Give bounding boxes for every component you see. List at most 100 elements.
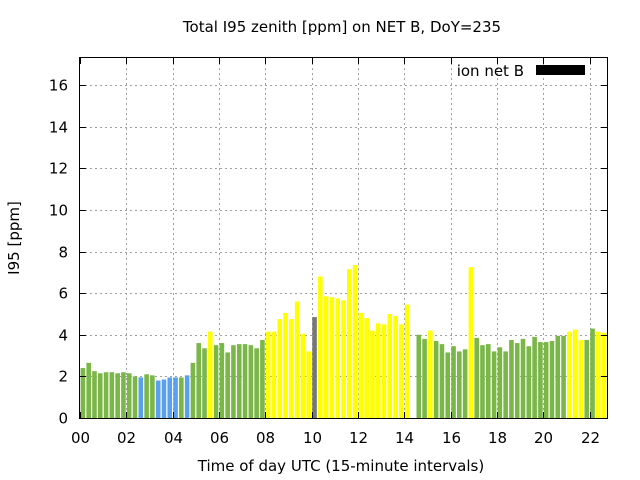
x-tick-label: 10 — [303, 429, 322, 447]
bar — [572, 329, 578, 418]
bar — [596, 331, 601, 418]
bar — [393, 316, 398, 418]
bar — [329, 297, 335, 418]
bar — [399, 324, 404, 418]
bar — [306, 351, 312, 418]
bar — [318, 276, 323, 418]
legend-label: ion net B — [457, 62, 524, 80]
bar — [468, 267, 474, 418]
bar — [236, 344, 242, 418]
bar — [485, 344, 491, 418]
bar — [150, 375, 155, 418]
bar — [277, 319, 283, 418]
bar — [242, 344, 248, 418]
bar — [451, 346, 456, 418]
bar — [538, 342, 543, 418]
bar — [543, 342, 549, 418]
bar — [196, 343, 202, 418]
bar — [248, 345, 254, 418]
y-tick-label: 2 — [58, 368, 68, 386]
bar — [300, 333, 306, 418]
bar — [271, 331, 277, 418]
bar — [144, 374, 149, 418]
bar — [225, 352, 230, 418]
x-tick-label: 22 — [581, 429, 600, 447]
x-tick-label: 18 — [488, 429, 507, 447]
bar — [173, 377, 178, 418]
x-tick-label: 06 — [210, 429, 229, 447]
bar — [462, 349, 468, 418]
y-axis-label: I95 [ppm] — [5, 201, 23, 275]
bar — [422, 338, 427, 418]
bar — [364, 318, 369, 418]
bar — [323, 296, 329, 418]
bar — [375, 323, 381, 418]
bar — [202, 348, 207, 418]
bar — [121, 372, 126, 418]
bar — [138, 377, 144, 418]
bar — [561, 335, 566, 418]
bar — [509, 339, 514, 418]
bar — [97, 373, 103, 418]
bar — [347, 269, 352, 418]
bar — [335, 298, 340, 418]
bar — [352, 265, 358, 418]
bar — [428, 330, 433, 418]
bar — [503, 351, 508, 418]
y-tick-label: 6 — [58, 285, 68, 303]
bar — [161, 379, 167, 418]
bar — [590, 328, 595, 418]
bar — [416, 334, 422, 418]
bar — [254, 348, 259, 418]
bar — [474, 337, 479, 418]
legend: ion net B — [457, 62, 585, 80]
plot-frame — [79, 57, 608, 419]
bar — [445, 352, 451, 418]
bar — [433, 341, 439, 418]
y-tick-label: 16 — [49, 77, 68, 95]
bar — [526, 346, 532, 418]
y-tick-label: 14 — [49, 119, 68, 137]
y-tick-label: 12 — [49, 160, 68, 178]
bar — [358, 312, 364, 418]
x-axis-label: Time of day UTC (15-minute intervals) — [197, 457, 484, 475]
bar — [294, 301, 300, 418]
bar — [219, 343, 225, 418]
bar — [381, 324, 387, 418]
bar — [92, 371, 97, 418]
bar — [184, 375, 190, 418]
bar — [80, 368, 86, 418]
bar — [289, 319, 294, 418]
bar — [341, 300, 346, 418]
bar — [231, 345, 236, 418]
bar — [260, 339, 265, 418]
legend-swatch — [536, 65, 585, 75]
bar — [283, 312, 288, 418]
y-tick-label: 8 — [58, 244, 68, 262]
bar — [584, 339, 590, 418]
bar — [555, 335, 561, 418]
y-tick-label: 0 — [58, 410, 68, 428]
x-tick-label: 02 — [117, 429, 136, 447]
bar — [179, 377, 184, 418]
bar — [126, 373, 132, 418]
bar — [578, 339, 584, 418]
y-tick-label: 10 — [49, 202, 68, 220]
bar — [155, 380, 161, 418]
bar — [480, 345, 485, 418]
grid-lines — [80, 58, 607, 418]
bar — [601, 332, 607, 418]
bar — [439, 344, 445, 418]
x-tick-label: 20 — [534, 429, 553, 447]
x-tick-label: 16 — [442, 429, 461, 447]
x-tick-label: 04 — [164, 429, 183, 447]
bar — [213, 345, 219, 418]
x-tick-label: 08 — [256, 429, 275, 447]
bar — [370, 330, 375, 418]
bar — [115, 373, 120, 418]
chart-title: Total I95 zenith [ppm] on NET B, DoY=235 — [182, 18, 501, 36]
x-tick-label: 12 — [349, 429, 368, 447]
bar — [491, 351, 497, 418]
